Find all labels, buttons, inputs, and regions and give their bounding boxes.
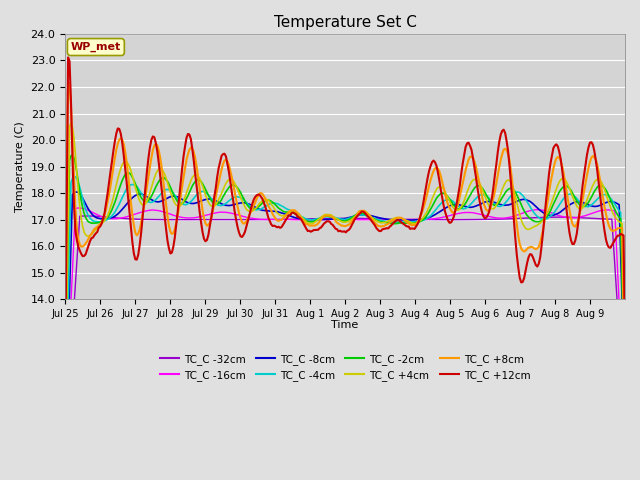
TC_C +8cm bbox=[351, 216, 358, 221]
TC_C -8cm bbox=[545, 212, 553, 218]
TC_C +4cm bbox=[67, 120, 75, 126]
TC_C -2cm bbox=[351, 213, 358, 219]
TC_C -32cm bbox=[61, 441, 69, 446]
TC_C -8cm bbox=[462, 204, 470, 209]
TC_C +12cm bbox=[82, 252, 90, 257]
TC_C +12cm bbox=[545, 171, 553, 177]
TC_C -8cm bbox=[73, 189, 81, 195]
Line: TC_C -8cm: TC_C -8cm bbox=[65, 192, 625, 436]
TC_C -32cm bbox=[99, 214, 107, 219]
Line: TC_C +12cm: TC_C +12cm bbox=[65, 58, 625, 378]
TC_C +4cm bbox=[618, 221, 626, 227]
TC_C +12cm bbox=[64, 55, 72, 60]
TC_C -4cm bbox=[61, 429, 69, 435]
TC_C -4cm bbox=[99, 218, 107, 224]
TC_C +8cm bbox=[462, 167, 470, 173]
TC_C -2cm bbox=[462, 200, 470, 206]
TC_C -8cm bbox=[61, 433, 69, 439]
TC_C -8cm bbox=[618, 296, 626, 302]
TC_C -4cm bbox=[82, 206, 90, 212]
TC_C -4cm bbox=[70, 174, 78, 180]
TC_C -8cm bbox=[82, 201, 90, 207]
TC_C -2cm bbox=[618, 281, 626, 287]
TC_C +4cm bbox=[545, 207, 553, 213]
TC_C -4cm bbox=[462, 205, 470, 211]
TC_C -4cm bbox=[621, 384, 629, 389]
TC_C +12cm bbox=[618, 232, 626, 238]
Legend: TC_C -32cm, TC_C -16cm, TC_C -8cm, TC_C -4cm, TC_C -2cm, TC_C +4cm, TC_C +8cm, T: TC_C -32cm, TC_C -16cm, TC_C -8cm, TC_C … bbox=[156, 349, 534, 385]
X-axis label: Time: Time bbox=[332, 320, 358, 330]
Line: TC_C +4cm: TC_C +4cm bbox=[65, 123, 625, 407]
Y-axis label: Temperature (C): Temperature (C) bbox=[15, 121, 25, 212]
TC_C -16cm bbox=[545, 209, 553, 215]
TC_C -16cm bbox=[462, 210, 470, 216]
TC_C -32cm bbox=[80, 213, 88, 219]
TC_C +8cm bbox=[545, 190, 553, 195]
TC_C -2cm bbox=[99, 218, 107, 224]
TC_C +8cm bbox=[99, 216, 107, 222]
TC_C +4cm bbox=[462, 193, 470, 199]
TC_C +4cm bbox=[621, 370, 629, 376]
TC_C -4cm bbox=[351, 213, 358, 219]
TC_C +4cm bbox=[99, 219, 107, 225]
TC_C +8cm bbox=[621, 402, 629, 408]
TC_C -4cm bbox=[545, 215, 553, 220]
TC_C -16cm bbox=[621, 423, 629, 429]
TC_C +12cm bbox=[462, 144, 470, 150]
TC_C +8cm bbox=[61, 319, 69, 324]
TC_C -32cm bbox=[618, 374, 626, 380]
Line: TC_C -16cm: TC_C -16cm bbox=[65, 208, 625, 426]
TC_C +8cm bbox=[64, 79, 72, 85]
Title: Temperature Set C: Temperature Set C bbox=[274, 15, 417, 30]
TC_C -8cm bbox=[621, 390, 629, 396]
TC_C +12cm bbox=[351, 216, 358, 222]
TC_C +4cm bbox=[351, 214, 358, 220]
TC_C -4cm bbox=[618, 268, 626, 274]
TC_C -8cm bbox=[99, 216, 107, 222]
TC_C +8cm bbox=[618, 225, 626, 231]
TC_C -32cm bbox=[83, 213, 91, 219]
Line: TC_C +8cm: TC_C +8cm bbox=[65, 82, 625, 405]
TC_C -16cm bbox=[99, 214, 107, 220]
TC_C -16cm bbox=[618, 362, 626, 368]
TC_C -2cm bbox=[621, 411, 629, 417]
TC_C -2cm bbox=[82, 215, 90, 220]
Line: TC_C -32cm: TC_C -32cm bbox=[65, 216, 625, 444]
TC_C +12cm bbox=[621, 341, 629, 347]
TC_C +12cm bbox=[61, 375, 69, 381]
TC_C +4cm bbox=[82, 232, 90, 238]
TC_C -16cm bbox=[76, 205, 84, 211]
TC_C -2cm bbox=[61, 383, 69, 388]
TC_C -32cm bbox=[462, 217, 470, 223]
TC_C -32cm bbox=[351, 216, 358, 221]
TC_C -8cm bbox=[351, 213, 358, 219]
Line: TC_C -4cm: TC_C -4cm bbox=[65, 177, 625, 432]
TC_C -2cm bbox=[68, 152, 76, 158]
TC_C -16cm bbox=[351, 217, 358, 223]
TC_C +8cm bbox=[82, 240, 90, 246]
Line: TC_C -2cm: TC_C -2cm bbox=[65, 155, 625, 414]
TC_C -16cm bbox=[61, 422, 69, 428]
TC_C -32cm bbox=[621, 420, 629, 425]
TC_C +4cm bbox=[61, 404, 69, 409]
TC_C -2cm bbox=[545, 211, 553, 216]
TC_C +12cm bbox=[99, 216, 107, 221]
TC_C -16cm bbox=[82, 206, 90, 212]
Text: WP_met: WP_met bbox=[71, 42, 121, 52]
TC_C -32cm bbox=[545, 215, 553, 220]
